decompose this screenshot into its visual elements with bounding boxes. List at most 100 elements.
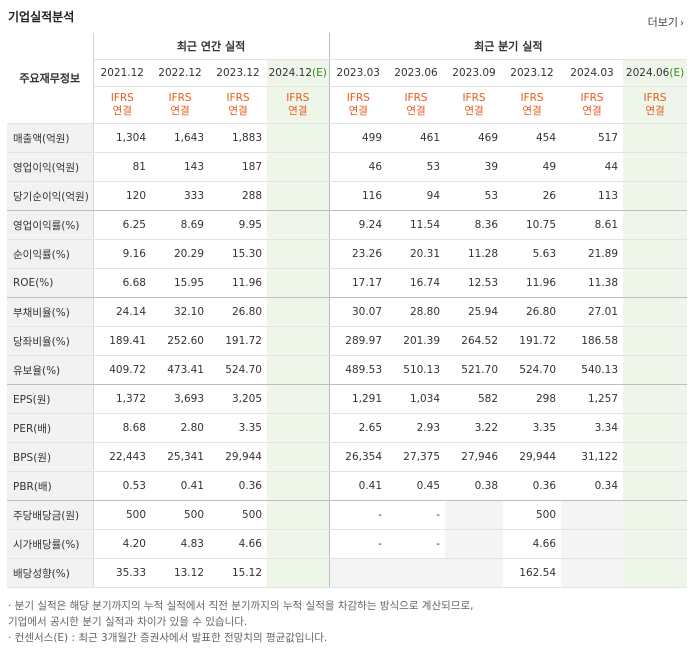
value-cell: 162.54 xyxy=(503,558,562,588)
value-cell: 8.68 xyxy=(93,413,151,443)
table-row: 영업이익(억원) 81 143 187 46 53 39 49 44 xyxy=(7,152,688,182)
section-header: 기업실적분석 더보기 › xyxy=(0,0,694,32)
ifrs-basis: 연결 xyxy=(112,105,132,117)
estimate-cell xyxy=(623,152,688,182)
value-cell: 26.80 xyxy=(503,297,562,327)
value-cell: 13.12 xyxy=(151,558,209,588)
value-cell: 6.68 xyxy=(93,268,151,298)
value-cell xyxy=(445,500,504,530)
estimate-cell xyxy=(623,268,688,298)
value-cell: 4.66 xyxy=(209,529,267,559)
value-cell: 540.13 xyxy=(561,355,624,385)
ifrs-label: IFRS 연결 xyxy=(151,92,209,118)
value-cell: 53 xyxy=(445,181,504,211)
value-cell: 517 xyxy=(561,123,624,153)
estimate-cell xyxy=(623,384,688,414)
value-cell: 0.41 xyxy=(328,471,388,501)
row-label: 부채비율(%) xyxy=(7,297,94,327)
value-cell: 26 xyxy=(503,181,562,211)
row-label: 당기순이익(억원) xyxy=(7,181,94,211)
row-label: 영업이익(억원) xyxy=(7,152,94,182)
value-cell: 191.72 xyxy=(209,326,267,356)
value-cell: 11.96 xyxy=(209,268,267,298)
value-cell: 2.93 xyxy=(387,413,446,443)
ifrs-label: IFRS 연결 xyxy=(561,92,623,118)
value-cell: 454 xyxy=(503,123,562,153)
ifrs-standard: IFRS xyxy=(520,92,544,104)
value-cell: 21.89 xyxy=(561,239,624,269)
value-cell: 120 xyxy=(93,181,151,211)
estimate-cell xyxy=(623,529,688,559)
value-cell: 0.45 xyxy=(387,471,446,501)
value-cell: 16.74 xyxy=(387,268,446,298)
value-cell: 39 xyxy=(445,152,504,182)
ifrs-label: IFRS 연결 xyxy=(330,92,388,118)
ifrs-standard: IFRS xyxy=(580,92,604,104)
label-header: 주요재무정보 xyxy=(7,33,94,124)
value-cell: - xyxy=(328,500,388,530)
row-label: BPS(원) xyxy=(7,442,94,472)
value-cell: 11.54 xyxy=(387,210,446,240)
period-header: 2022.12 xyxy=(151,59,209,87)
row-label: 영업이익률(%) xyxy=(7,210,94,240)
value-cell: 4.83 xyxy=(151,529,209,559)
row-label: ROE(%) xyxy=(7,268,94,298)
value-cell: 189.41 xyxy=(93,326,151,356)
financial-table: 주요재무정보 최근 연간 실적 최근 분기 실적 2021.12 2022.12 2023… xyxy=(7,33,688,588)
ifrs-basis: 연결 xyxy=(464,105,484,117)
row-label: 배당성향(%) xyxy=(7,558,94,588)
estimate-cell xyxy=(623,413,688,443)
estimate-cell xyxy=(267,471,330,501)
annual-group-header: 최근 연간 실적 xyxy=(93,33,330,60)
value-cell: 524.70 xyxy=(209,355,267,385)
value-cell: 0.36 xyxy=(209,471,267,501)
value-cell: 1,257 xyxy=(561,384,624,414)
value-cell: 11.28 xyxy=(445,239,504,269)
ifrs-standard: IFRS xyxy=(226,92,250,104)
value-cell: - xyxy=(387,500,446,530)
estimate-cell xyxy=(623,326,688,356)
estimate-period: 2024.06 xyxy=(625,67,670,79)
estimate-cell xyxy=(623,181,688,211)
value-cell: 6.25 xyxy=(93,210,151,240)
value-cell: 23.26 xyxy=(328,239,388,269)
value-cell: 409.72 xyxy=(93,355,151,385)
ifrs-basis: 연결 xyxy=(406,105,426,117)
period-header: 2023.03 xyxy=(328,59,388,87)
value-cell: 27,946 xyxy=(445,442,504,472)
estimate-cell xyxy=(267,355,330,385)
value-cell: 186.58 xyxy=(561,326,624,356)
value-cell: 15.95 xyxy=(151,268,209,298)
table-row: 매출액(억원) 1,304 1,643 1,883 499 461 469 454 517 xyxy=(7,123,688,153)
ifrs-label: IFRS 연결 xyxy=(94,92,152,118)
value-cell: 24.14 xyxy=(93,297,151,327)
value-cell: 500 xyxy=(209,500,267,530)
value-cell: 0.34 xyxy=(561,471,624,501)
estimate-cell xyxy=(623,471,688,501)
quarter-estimate-header: 2024.06(E) xyxy=(623,59,688,87)
table-row: 순이익률(%) 9.16 20.29 15.30 23.26 20.31 11.28 5.63… xyxy=(7,239,688,269)
table-row: 시가배당률(%) 4.20 4.83 4.66- -4.66 xyxy=(7,529,688,559)
value-cell: 5.63 xyxy=(503,239,562,269)
footnote-line: · 컨센서스(E) : 최근 3개월간 증권사에서 발표한 전망치의 평균값입니… xyxy=(8,632,328,644)
footnote-line: · 분기 실적은 해당 분기까지의 누적 실적에서 직전 분기까지의 누적 실적… xyxy=(8,600,474,612)
ifrs-label: IFRS 연결 xyxy=(445,92,503,118)
estimate-mark: (E) xyxy=(312,67,327,79)
estimate-cell xyxy=(267,558,330,588)
ifrs-label: IFRS 연결 xyxy=(387,92,445,118)
value-cell: 26,354 xyxy=(328,442,388,472)
value-cell: 201.39 xyxy=(387,326,446,356)
ifrs-header: IFRS 연결 xyxy=(93,86,152,124)
ifrs-header: IFRS 연결 xyxy=(445,86,504,124)
value-cell: 28.80 xyxy=(387,297,446,327)
ifrs-label: IFRS 연결 xyxy=(267,92,329,118)
value-cell: 10.75 xyxy=(503,210,562,240)
more-link[interactable]: 더보기 › xyxy=(648,14,684,30)
value-cell: 1,291 xyxy=(328,384,388,414)
value-cell: 3.35 xyxy=(503,413,562,443)
ifrs-basis: 연결 xyxy=(348,105,368,117)
value-cell: 582 xyxy=(445,384,504,414)
value-cell: 11.38 xyxy=(561,268,624,298)
period-header: 2023.09 xyxy=(445,59,504,87)
ifrs-header: IFRS 연결 xyxy=(503,86,562,124)
